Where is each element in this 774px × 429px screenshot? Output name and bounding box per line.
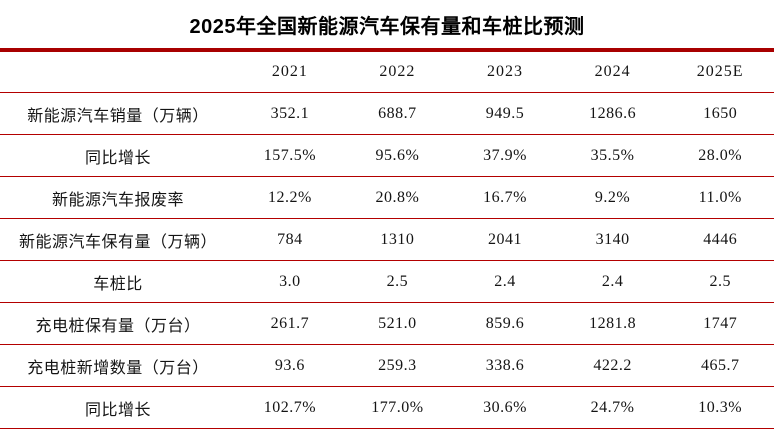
table-row-nev-sales: 新能源汽车销量（万辆） 352.1 688.7 949.5 1286.6 165…	[0, 92, 774, 135]
table-cell: 1747	[666, 302, 774, 345]
table-cell: 24.7%	[558, 386, 667, 429]
table-cell: 16.7%	[451, 176, 559, 219]
table-cell: 4446	[666, 218, 774, 261]
table-cell: 37.9%	[451, 134, 559, 177]
header-empty-cell	[0, 50, 237, 93]
table-cell: 521.0	[343, 302, 452, 345]
table-cell: 422.2	[558, 344, 667, 387]
table-cell: 784	[236, 218, 344, 261]
table-cell: 688.7	[343, 92, 452, 135]
table-cell: 28.0%	[666, 134, 774, 177]
header-row: 2021 2022 2023 2024 2025E	[0, 50, 774, 93]
table-cell: 3140	[558, 218, 667, 261]
table-cell: 177.0%	[343, 386, 452, 429]
table-cell: 338.6	[451, 344, 559, 387]
header-year-2023: 2023	[451, 50, 559, 93]
table-cell: 93.6	[236, 344, 344, 387]
table-cell: 1310	[343, 218, 452, 261]
header-year-2022: 2022	[343, 50, 452, 93]
table-row-vehicle-pile-ratio: 车桩比 3.0 2.5 2.4 2.4 2.5	[0, 260, 774, 303]
table-cell: 2.5	[666, 260, 774, 303]
header-year-2024: 2024	[558, 50, 667, 93]
table-cell: 2.4	[451, 260, 559, 303]
table-cell: 9.2%	[558, 176, 667, 219]
table-cell: 35.5%	[558, 134, 667, 177]
table-cell: 1650	[666, 92, 774, 135]
table-cell: 2.4	[558, 260, 667, 303]
table-row-sales-yoy-growth: 同比增长 157.5% 95.6% 37.9% 35.5% 28.0%	[0, 134, 774, 177]
row-label: 充电桩新增数量（万台）	[0, 344, 237, 387]
table-cell: 259.3	[343, 344, 452, 387]
table-cell: 949.5	[451, 92, 559, 135]
row-label: 车桩比	[0, 260, 237, 303]
page-title: 2025年全国新能源汽车保有量和车桩比预测	[189, 15, 585, 38]
table-cell: 10.3%	[666, 386, 774, 429]
table-cell: 2041	[451, 218, 559, 261]
row-label: 新能源汽车保有量（万辆）	[0, 218, 237, 261]
table-row-pile-yoy-growth: 同比增长 102.7% 177.0% 30.6% 24.7% 10.3%	[0, 386, 774, 429]
table-cell: 157.5%	[236, 134, 344, 177]
table-cell: 3.0	[236, 260, 344, 303]
table-cell: 352.1	[236, 92, 344, 135]
table-cell: 12.2%	[236, 176, 344, 219]
header-year-2021: 2021	[236, 50, 344, 93]
table-row-nev-scrap-rate: 新能源汽车报废率 12.2% 20.8% 16.7% 9.2% 11.0%	[0, 176, 774, 219]
table-cell: 1281.8	[558, 302, 667, 345]
header-year-2025e: 2025E	[666, 50, 774, 93]
table-row-charging-pile-ownership: 充电桩保有量（万台） 261.7 521.0 859.6 1281.8 1747	[0, 302, 774, 345]
table-row-charging-pile-additions: 充电桩新增数量（万台） 93.6 259.3 338.6 422.2 465.7	[0, 344, 774, 387]
row-label: 新能源汽车报废率	[0, 176, 237, 219]
table-cell: 859.6	[451, 302, 559, 345]
row-label: 充电桩保有量（万台）	[0, 302, 237, 345]
row-label: 新能源汽车销量（万辆）	[0, 92, 237, 135]
table-row-nev-ownership: 新能源汽车保有量（万辆） 784 1310 2041 3140 4446	[0, 218, 774, 261]
forecast-table-page: 2025年全国新能源汽车保有量和车桩比预测 2021 2022 2023 202…	[0, 15, 774, 429]
row-label: 同比增长	[0, 134, 237, 177]
table-cell: 20.8%	[343, 176, 452, 219]
table-cell: 261.7	[236, 302, 344, 345]
table-cell: 30.6%	[451, 386, 559, 429]
table-cell: 102.7%	[236, 386, 344, 429]
row-label: 同比增长	[0, 386, 237, 429]
forecast-table: 2021 2022 2023 2024 2025E 新能源汽车销量（万辆） 35…	[0, 48, 774, 429]
table-cell: 2.5	[343, 260, 452, 303]
table-cell: 11.0%	[666, 176, 774, 219]
table-cell: 1286.6	[558, 92, 667, 135]
table-cell: 465.7	[666, 344, 774, 387]
table-cell: 95.6%	[343, 134, 452, 177]
